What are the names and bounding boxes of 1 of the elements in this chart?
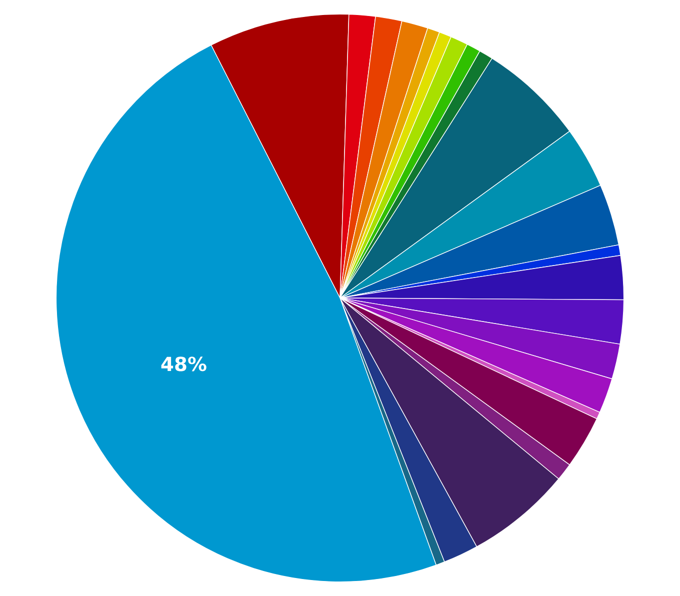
data-label: 48%: [161, 356, 206, 372]
